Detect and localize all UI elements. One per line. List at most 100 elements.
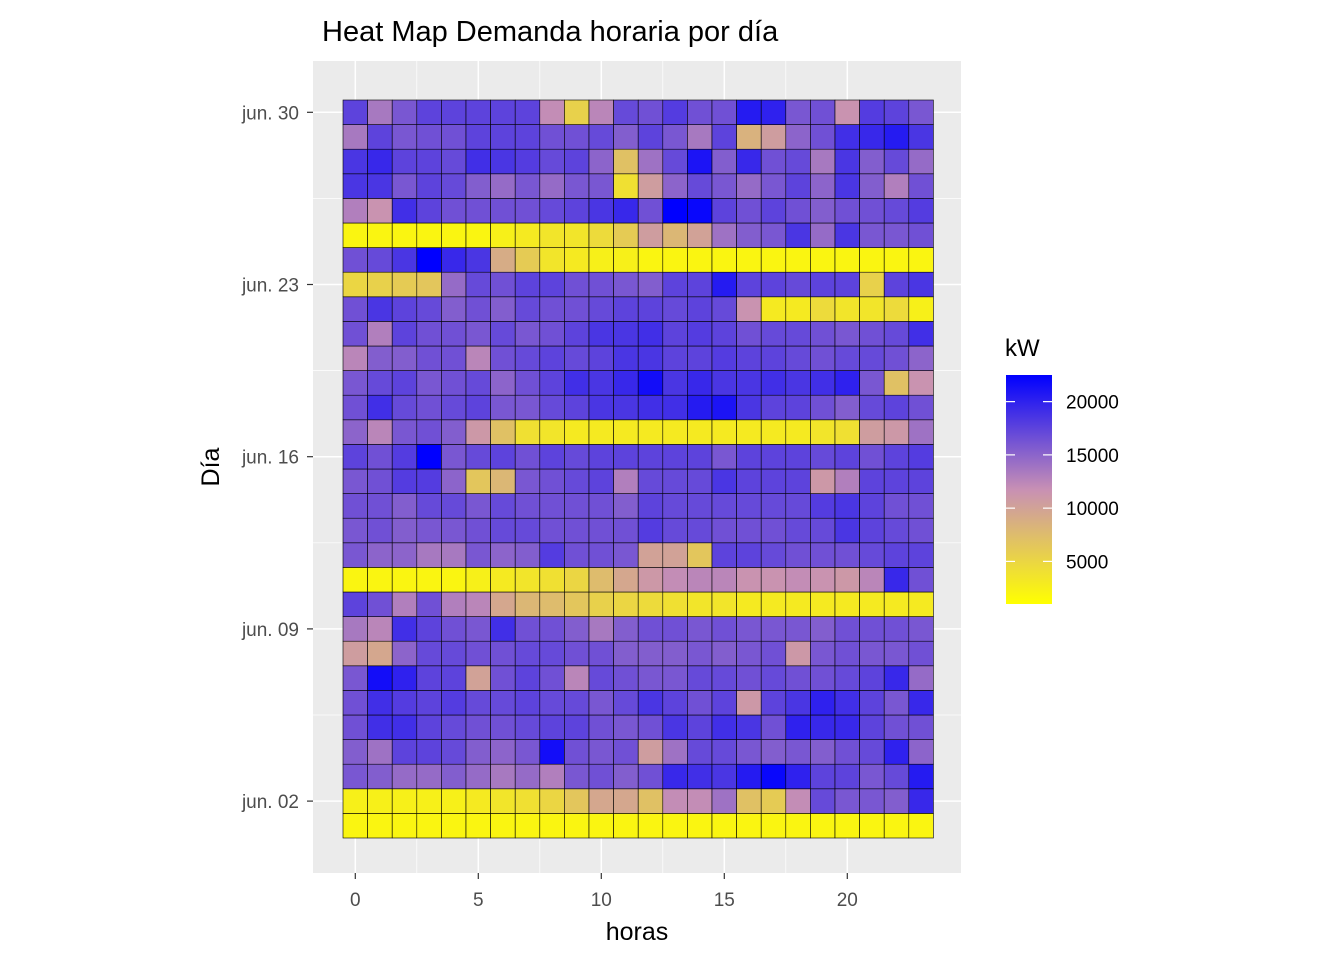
heatmap-cell	[736, 370, 762, 396]
heatmap-cell	[342, 493, 368, 519]
heatmap-cell	[465, 616, 491, 642]
heatmap-cell	[810, 665, 836, 691]
heatmap-cell	[588, 370, 614, 396]
heatmap-cell	[490, 370, 516, 396]
heatmap-cell	[613, 739, 639, 765]
heatmap-cell	[391, 99, 418, 125]
heatmap-cell	[465, 345, 491, 371]
heatmap-cell	[564, 665, 590, 691]
chart-title: Heat Map Demanda horaria por día	[322, 16, 779, 48]
heatmap-cell	[564, 198, 590, 224]
heatmap-cell	[687, 222, 713, 248]
heatmap-cell	[908, 714, 934, 740]
heatmap-cell	[760, 542, 787, 568]
heatmap-cell	[687, 345, 713, 371]
heatmap-cell	[342, 296, 368, 322]
heatmap-cell	[687, 394, 713, 421]
heatmap-cell	[465, 198, 491, 224]
heatmap-cell	[908, 813, 934, 839]
heatmap-cell	[662, 370, 688, 396]
heatmap-cell	[785, 271, 811, 298]
x-tick-label: 0	[350, 890, 361, 911]
heatmap-cell	[441, 567, 467, 593]
heatmap-cell	[514, 567, 541, 593]
heatmap-cell	[711, 616, 737, 642]
heatmap-cell	[342, 394, 368, 421]
heatmap-tiles	[342, 99, 934, 839]
heatmap-cell	[613, 665, 639, 691]
heatmap-cell	[564, 345, 590, 371]
heatmap-cell	[588, 714, 614, 740]
heatmap-cell	[465, 99, 491, 125]
heatmap-cell	[367, 271, 393, 298]
heatmap-cell	[342, 222, 368, 248]
heatmap-cell	[490, 714, 516, 740]
heatmap-cell	[514, 690, 541, 716]
heatmap-cell	[539, 616, 565, 642]
heatmap-cell	[637, 813, 664, 839]
heatmap-cell	[736, 591, 762, 617]
heatmap-cell	[539, 763, 565, 790]
heatmap-cell	[514, 591, 541, 617]
heatmap-cell	[416, 222, 442, 248]
heatmap-cell	[391, 739, 418, 765]
y-tick-label: jun. 02	[241, 792, 299, 813]
heatmap-cell	[391, 345, 418, 371]
heatmap-cell	[465, 173, 491, 199]
heatmap-cell	[711, 493, 737, 519]
heatmap-cell	[662, 419, 688, 445]
heatmap-cell	[539, 591, 565, 617]
heatmap-cell	[514, 394, 541, 421]
heatmap-cell	[490, 419, 516, 445]
heatmap-cell	[564, 714, 590, 740]
heatmap-cell	[711, 419, 737, 445]
heatmap-cell	[416, 517, 442, 544]
heatmap-cell	[834, 493, 860, 519]
heatmap-cell	[613, 690, 639, 716]
heatmap-cell	[859, 714, 885, 740]
heatmap-cell	[785, 813, 811, 839]
heatmap-cell	[490, 247, 516, 273]
heatmap-cell	[564, 493, 590, 519]
heatmap-cell	[564, 616, 590, 642]
heatmap-cell	[785, 148, 811, 175]
heatmap-cell	[662, 345, 688, 371]
heatmap-cell	[588, 296, 614, 322]
heatmap-cell	[490, 739, 516, 765]
heatmap-cell	[760, 247, 787, 273]
axes: 0 5 10 15 20 jun. 02 jun. 09 jun. 16 jun. 23 jun.…	[241, 103, 858, 911]
heatmap-cell	[834, 542, 860, 568]
heatmap-cell	[711, 370, 737, 396]
heatmap-cell	[564, 124, 590, 150]
heatmap-cell	[859, 493, 885, 519]
y-tick-label: jun. 30	[241, 103, 299, 124]
heatmap-cell	[908, 493, 934, 519]
x-tick-label: 20	[837, 890, 858, 911]
heatmap-cell	[441, 739, 467, 765]
heatmap-cell	[711, 271, 737, 298]
legend: kW 20000 15000 10000 5000	[1005, 335, 1119, 604]
heatmap-cell	[367, 517, 393, 544]
heatmap-cell	[613, 763, 639, 790]
heatmap-cell	[760, 616, 787, 642]
heatmap-cell	[391, 247, 418, 273]
heatmap-cell	[662, 739, 688, 765]
heatmap-cell	[834, 444, 860, 470]
heatmap-cell	[514, 173, 541, 199]
heatmap-cell	[883, 419, 910, 445]
heatmap-cell	[416, 148, 442, 175]
heatmap-cell	[785, 567, 811, 593]
heatmap-cell	[416, 813, 442, 839]
heatmap-cell	[588, 665, 614, 691]
heatmap-cell	[441, 690, 467, 716]
heatmap-cell	[564, 148, 590, 175]
heatmap-cell	[539, 739, 565, 765]
heatmap-cell	[441, 616, 467, 642]
heatmap-cell	[662, 788, 688, 814]
heatmap-cell	[883, 690, 910, 716]
heatmap-cell	[908, 370, 934, 396]
heatmap-cell	[514, 468, 541, 494]
heatmap-cell	[785, 124, 811, 150]
heatmap-cell	[736, 124, 762, 150]
heatmap-cell	[834, 616, 860, 642]
